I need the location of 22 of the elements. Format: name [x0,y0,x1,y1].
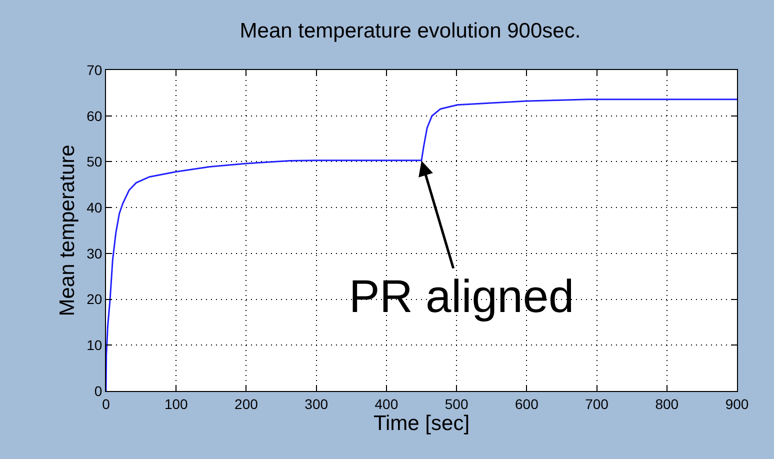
y-tick-label: 50 [86,154,102,170]
y-tick-label: 0 [94,382,102,399]
y-tick-label: 70 [86,62,102,78]
x-tick-label: 600 [514,396,539,412]
y-axis-title: Mean temperature [56,144,79,316]
x-tick-label: 400 [374,396,398,412]
x-tick-label: 300 [304,396,328,412]
line-series [106,98,737,391]
y-tick-label: 60 [86,108,102,124]
chart-title: Mean temperature evolution 900sec. [240,19,581,42]
y-tick-label: 30 [86,245,102,262]
x-tick-label: 100 [164,396,188,412]
y-tick-label: 20 [86,291,102,308]
x-tick-label: 700 [585,396,609,412]
x-tick-label: 500 [444,396,468,412]
x-axis-title: Time [sec] [373,412,470,435]
x-tick-label: 200 [234,396,258,412]
annotation: PR aligned [349,270,574,322]
y-tick-label: 40 [86,199,102,216]
x-tick-label: 800 [655,396,679,412]
x-tick-label: 900 [725,396,749,412]
y-tick-label: 10 [86,337,102,354]
